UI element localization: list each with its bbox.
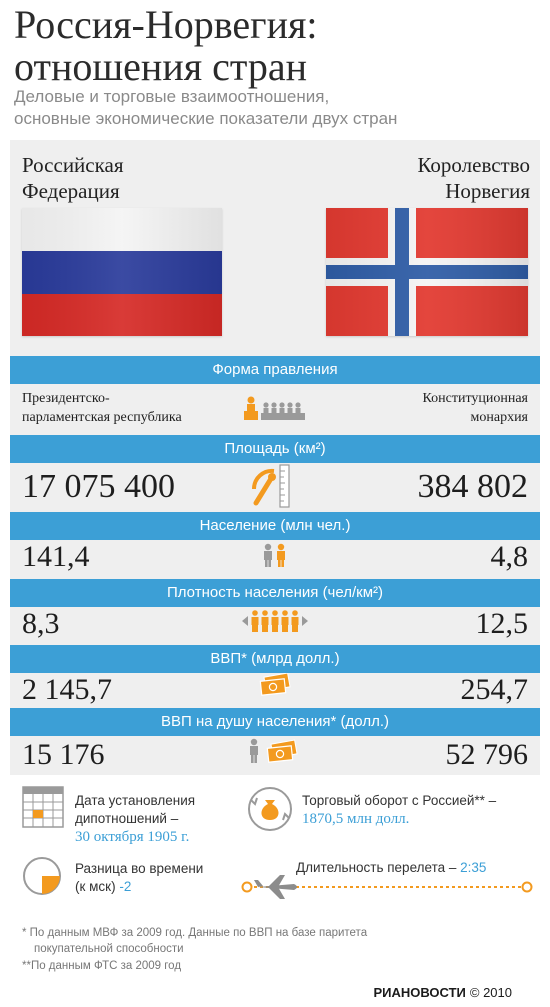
footnote-fts: **По данным ФТС за 2009 год: [22, 960, 182, 972]
government-russia-line-2: парламентская республика: [22, 410, 182, 425]
copyright: © 2010: [469, 985, 512, 1000]
area-measure-icon: [251, 464, 290, 508]
area-norway-value: 384 802: [417, 468, 529, 505]
section-government: Форма правления: [10, 356, 540, 384]
calendar-icon: [22, 786, 64, 828]
people-icon: [264, 543, 285, 567]
density-people-icon: [242, 610, 308, 632]
country-norway-name: Королевство Норвегия: [417, 152, 530, 204]
norway-flag: [326, 208, 528, 336]
subtitle-line-1: Деловые и торговые взаимоотношения,: [14, 87, 330, 106]
flight-info: Длительность перелета – 2:35: [296, 859, 532, 877]
timezone-line-1: Разница во времени: [75, 861, 204, 876]
government-russia: Президентско- парламентская республика: [22, 389, 182, 427]
government-russia-line-1: Президентско-: [22, 391, 110, 406]
gdp-norway-value: 254,7: [460, 673, 529, 706]
area-russia-value: 17 075 400: [22, 468, 175, 505]
timezone-line-2: (к мск): [75, 879, 116, 894]
ria-novosti-logo: РИАНОВОСТИ © 2010: [373, 985, 512, 1000]
country-russia-name: Российская Федерация: [22, 152, 123, 204]
trade-info: Торговый оборот с Россией** – 1870,5 млн…: [302, 792, 532, 828]
subtitle-line-2: основные экономические показатели двух с…: [14, 109, 398, 128]
density-norway-value: 12,5: [475, 607, 529, 640]
country-norway-line-2: Норвегия: [445, 179, 530, 203]
title-line-2: отношения стран: [14, 44, 308, 89]
diplomacy-date: 30 октября 1905 г.: [75, 829, 190, 845]
page-title: Россия-Норвегия: отношения стран: [14, 4, 534, 88]
footnote-imf: * По данным МВФ за 2009 год. Данные по В…: [22, 925, 367, 957]
section-gdp-per-capita: ВВП на душу населения* (долл.): [10, 708, 540, 736]
country-norway-line-1: Королевство: [417, 153, 530, 177]
flight-value: 2:35: [460, 860, 487, 875]
population-norway-value: 4,8: [490, 540, 529, 573]
footnote-imf-line-1: * По данным МВФ за 2009 год. Данные по В…: [22, 927, 368, 939]
gdp-per-capita-russia-value: 15 176: [22, 738, 105, 771]
brand-logo-text: РИАНОВОСТИ: [373, 985, 466, 1000]
government-norway: Конституционная монархия: [422, 389, 528, 427]
timezone-info: Разница во времени (к мск) -2: [75, 860, 245, 896]
diplomacy-line-1: Дата установления: [75, 793, 196, 808]
timezone-value: -2: [119, 879, 132, 894]
gdp-russia-value: 2 145,7: [22, 673, 112, 706]
money-per-person-icon: [250, 738, 298, 763]
parliament-icon: [244, 396, 305, 420]
diplomacy-info: Дата установления дипотношений – 30 октя…: [75, 792, 245, 846]
density-russia-value: 8,3: [22, 607, 60, 640]
footnote-imf-line-2: покупательной способности: [34, 943, 184, 955]
government-norway-line-1: Конституционная: [422, 391, 528, 406]
russia-flag: [22, 208, 222, 336]
section-gdp: ВВП* (млрд долл.): [10, 645, 540, 673]
government-norway-line-2: монархия: [470, 410, 529, 425]
population-russia-value: 141,4: [22, 540, 90, 573]
section-population: Население (млн чел.): [10, 512, 540, 540]
trade-value: 1870,5 млн долл.: [302, 811, 410, 827]
country-russia-line-1: Российская: [22, 153, 124, 177]
country-russia-line-2: Федерация: [22, 179, 120, 203]
page-subtitle: Деловые и торговые взаимоотношения, осно…: [14, 86, 534, 130]
flight-label: Длительность перелета –: [296, 860, 457, 875]
title-line-1: Россия-Норвегия:: [14, 2, 318, 47]
section-density: Плотность населения (чел/км²): [10, 579, 540, 607]
gdp-per-capita-norway-value: 52 796: [445, 738, 529, 771]
clock-icon: [23, 857, 61, 895]
trade-line-1: Торговый оборот с Россией** –: [302, 793, 497, 808]
diplomacy-line-2: дипотношений –: [75, 811, 179, 826]
money-icon: [259, 673, 291, 696]
money-bag-icon: [248, 787, 292, 831]
flight-route-icon: [241, 875, 533, 899]
section-area: Площадь (км²): [10, 435, 540, 463]
